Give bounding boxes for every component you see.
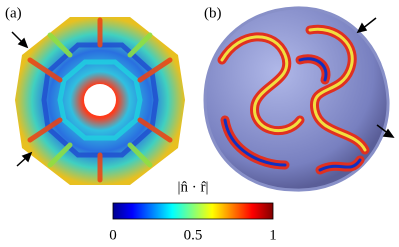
colorbar: [112, 202, 274, 220]
panel-label: (b): [204, 5, 222, 21]
colorbar-tick: 0: [109, 227, 117, 243]
colorbar-tick: 0.5: [184, 227, 203, 243]
panel-b: [203, 6, 390, 192]
ring-shape: [15, 17, 185, 185]
colorbar-tick: 1: [269, 227, 277, 243]
panel-label: (a): [5, 5, 22, 21]
ring-stripes: [27, 17, 173, 183]
colorbar-label: |n̂ · r̂|: [178, 179, 209, 195]
sphere-stripes: [217, 24, 370, 175]
arrows: [11, 17, 395, 167]
sphere: [203, 6, 390, 192]
panel-a: [15, 17, 185, 185]
